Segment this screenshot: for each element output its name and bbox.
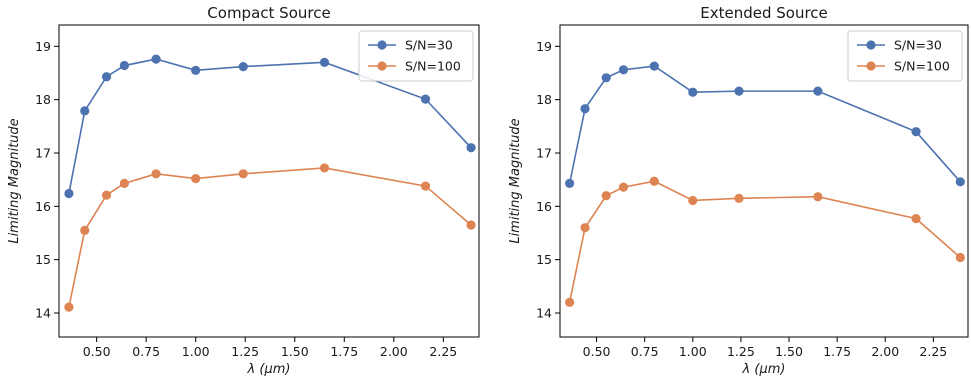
x-tick-label: 0.75	[132, 344, 160, 359]
legend-label: S/N=30	[405, 38, 453, 53]
data-point	[151, 55, 160, 64]
chart-panel-2: Extended Source 0.50 0.75 1.00 1.25 1.50 1.75 2…	[508, 4, 968, 377]
x-tick-label: 0.50	[83, 344, 111, 359]
data-point	[580, 104, 589, 113]
x-tick-label: 0.50	[583, 344, 611, 359]
data-point	[956, 253, 965, 262]
y-tick-label: 18	[35, 92, 51, 107]
data-point	[120, 61, 129, 70]
data-point	[191, 174, 200, 183]
legend-label: S/N=100	[405, 59, 461, 74]
data-point	[565, 179, 574, 188]
data-point	[151, 169, 160, 178]
data-point	[466, 220, 475, 229]
series-line-2	[69, 168, 471, 307]
data-point	[320, 163, 329, 172]
series-line-2	[570, 181, 961, 302]
chart-title: Extended Source	[700, 4, 828, 22]
y-axis-label: Limiting Magnitude	[508, 118, 523, 243]
x-tick-label: 0.75	[631, 344, 659, 359]
data-point	[911, 214, 920, 223]
plot-area	[64, 55, 475, 312]
legend-marker	[866, 40, 875, 49]
data-point	[80, 226, 89, 235]
data-point	[102, 191, 111, 200]
y-tick-label: 19	[35, 39, 51, 54]
data-point	[734, 87, 743, 96]
y-tick-label: 17	[536, 146, 552, 161]
y-tick-label: 18	[536, 92, 552, 107]
data-point	[734, 194, 743, 203]
data-point	[813, 87, 822, 96]
chart-title: Compact Source	[207, 4, 330, 22]
x-tick-label: 1.00	[182, 344, 210, 359]
data-point	[320, 58, 329, 67]
data-point	[580, 223, 589, 232]
data-point	[466, 143, 475, 152]
data-point	[956, 177, 965, 186]
x-axis-label: λ (μm)	[247, 362, 291, 377]
y-axis-label: Limiting Magnitude	[7, 118, 22, 243]
plot-area	[565, 61, 965, 306]
x-tick-label: 1.50	[281, 344, 309, 359]
y-tick-label: 14	[536, 306, 552, 321]
y-tick-label: 16	[35, 199, 51, 214]
legend-marker	[377, 61, 386, 70]
legend: S/N=30 S/N=100	[848, 31, 962, 81]
x-tick-label: 2.25	[429, 344, 457, 359]
data-point	[64, 303, 73, 312]
x-tick-label: 2.25	[919, 344, 947, 359]
x-tick-label: 1.50	[775, 344, 803, 359]
data-point	[80, 106, 89, 115]
x-tick-label: 1.25	[727, 344, 755, 359]
series-line-1	[570, 66, 961, 183]
y-tick-label: 15	[536, 252, 552, 267]
data-point	[813, 192, 822, 201]
data-point	[421, 181, 430, 190]
y-tick-label: 16	[536, 199, 552, 214]
data-point	[650, 61, 659, 70]
legend-marker	[866, 61, 875, 70]
y-tick-label: 17	[35, 146, 51, 161]
data-point	[565, 298, 574, 307]
data-point	[102, 72, 111, 81]
y-tick-label: 19	[536, 39, 552, 54]
x-tick-label: 2.00	[380, 344, 408, 359]
data-point	[120, 179, 129, 188]
x-tick-label: 2.00	[871, 344, 899, 359]
data-point	[239, 62, 248, 71]
data-point	[64, 189, 73, 198]
x-tick-label: 1.00	[679, 344, 707, 359]
data-point	[688, 196, 697, 205]
data-point	[650, 177, 659, 186]
data-point	[911, 127, 920, 136]
data-point	[239, 169, 248, 178]
data-point	[421, 95, 430, 104]
legend-marker	[377, 40, 386, 49]
y-tick-label: 15	[35, 252, 51, 267]
chart-panel-1: Compact Source 0.50 0.75 1.00 1.25 1.50 1.75 2.…	[7, 4, 479, 377]
y-tick-label: 14	[35, 306, 51, 321]
data-point	[191, 66, 200, 75]
legend-label: S/N=100	[894, 59, 950, 74]
x-tick-label: 1.75	[330, 344, 358, 359]
x-tick-label: 1.25	[231, 344, 259, 359]
data-point	[619, 65, 628, 74]
legend-label: S/N=30	[894, 38, 942, 53]
data-point	[688, 88, 697, 97]
legend: S/N=30 S/N=100	[359, 31, 473, 81]
x-axis-label: λ (μm)	[742, 362, 786, 377]
data-point	[619, 183, 628, 192]
data-point	[602, 73, 611, 82]
x-tick-label: 1.75	[823, 344, 851, 359]
data-point	[602, 191, 611, 200]
